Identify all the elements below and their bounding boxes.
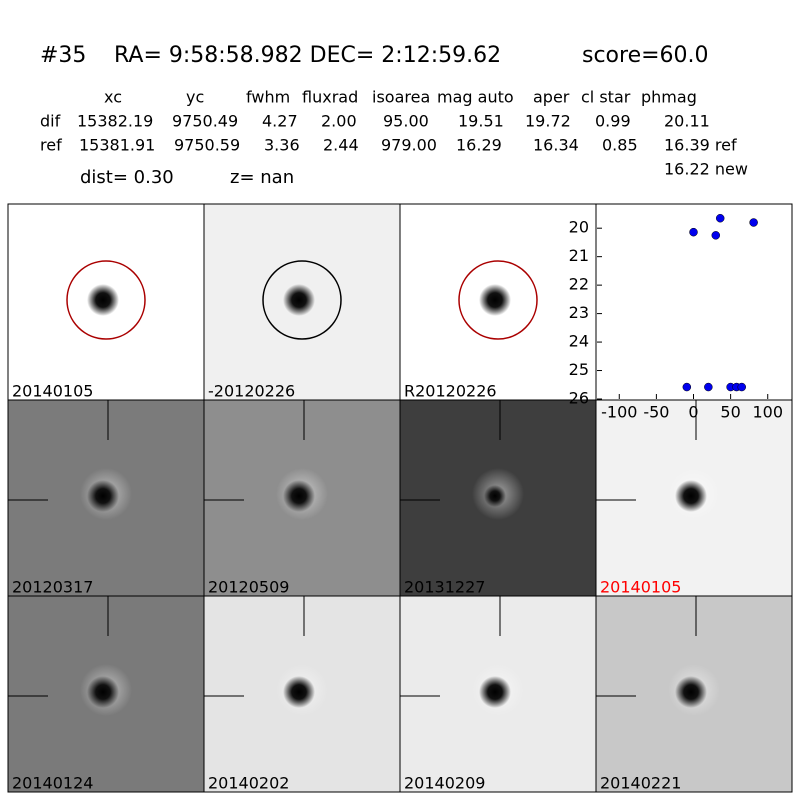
panel-label: 20120317 — [12, 578, 93, 597]
x-tick-label: 50 — [720, 403, 740, 422]
table-cell: 16.29 — [456, 136, 502, 155]
source — [479, 284, 511, 316]
column-header: xc — [104, 88, 122, 107]
coordinates: RA= 9:58:58.982 DEC= 2:12:59.62 — [114, 43, 501, 68]
panel-label: 20120509 — [208, 578, 289, 597]
table-cell: 9750.59 — [174, 136, 240, 155]
column-header: cl star — [581, 88, 631, 107]
aperture — [66, 260, 146, 340]
x-tick-label: 0 — [688, 403, 698, 422]
source — [87, 480, 119, 512]
point — [715, 213, 725, 223]
table-cell: 20.11 — [664, 112, 710, 131]
x-tick-label: -50 — [643, 403, 669, 422]
table-cell: 9750.49 — [172, 112, 238, 131]
table-cell: 4.27 — [262, 112, 298, 131]
panel-label: 20140105 — [600, 578, 681, 597]
source — [484, 485, 506, 507]
phmag-new: 16.22 new — [664, 160, 748, 179]
source-id: #35 — [40, 43, 86, 68]
table-cell: 2.00 — [321, 112, 357, 131]
score: score=60.0 — [582, 43, 709, 68]
panel-label: 20140202 — [208, 774, 289, 793]
table-cell: 3.36 — [264, 136, 300, 155]
table-cell: 19.72 — [525, 112, 571, 131]
source — [283, 284, 315, 316]
panel-label: 20131227 — [404, 578, 485, 597]
table-cell: 16.39 ref — [664, 136, 737, 155]
x-tick-label: -100 — [601, 403, 637, 422]
point — [737, 382, 746, 392]
table-cell: 16.34 — [533, 136, 579, 155]
table-cell: dif — [40, 112, 61, 131]
source — [675, 676, 707, 708]
point — [711, 231, 721, 240]
distance: dist= 0.30 — [80, 167, 174, 188]
y-tick-label: 23 — [569, 303, 589, 322]
column-header: fluxrad — [302, 88, 358, 107]
y-tick-label: 25 — [569, 360, 589, 379]
column-header: fwhm — [246, 88, 290, 107]
source — [479, 676, 511, 708]
column-header: isoarea — [372, 88, 430, 107]
source — [283, 480, 315, 512]
panel-label: -20120226 — [208, 382, 295, 401]
point — [682, 382, 692, 392]
plot-area — [595, 203, 793, 401]
y-tick-label: 24 — [569, 332, 589, 351]
table-cell: 979.00 — [381, 136, 437, 155]
column-header: yc — [186, 88, 204, 107]
point — [704, 382, 713, 392]
source — [283, 676, 315, 708]
aperture — [262, 260, 342, 340]
point — [749, 218, 758, 227]
panel-label: 20140209 — [404, 774, 485, 793]
point — [689, 227, 698, 237]
source — [87, 676, 119, 708]
panel-label: 20140221 — [600, 774, 681, 793]
panel-label: R20120226 — [404, 382, 497, 401]
y-tick-label: 20 — [569, 218, 589, 237]
table-cell: 15381.91 — [79, 136, 155, 155]
table-cell: 0.85 — [602, 136, 638, 155]
y-tick-label: 22 — [569, 275, 589, 294]
table-cell: ref — [40, 136, 62, 155]
table-cell: 0.99 — [595, 112, 631, 131]
table-cell: 2.44 — [323, 136, 359, 155]
panel-label: 20140124 — [12, 774, 93, 793]
table-cell: 19.51 — [458, 112, 504, 131]
column-header: mag auto — [437, 88, 514, 107]
source — [87, 284, 119, 316]
source — [675, 480, 707, 512]
redshift: z= nan — [230, 167, 294, 188]
table-cell: 95.00 — [383, 112, 429, 131]
table-cell: 15382.19 — [77, 112, 153, 131]
x-tick-label: 100 — [752, 403, 783, 422]
y-tick-label: 21 — [569, 246, 589, 265]
column-header: aper — [533, 88, 570, 107]
y-tick-label: 26 — [569, 389, 589, 408]
panel-label: 20140105 — [12, 382, 93, 401]
column-header: phmag — [641, 88, 697, 107]
aperture — [458, 260, 538, 340]
